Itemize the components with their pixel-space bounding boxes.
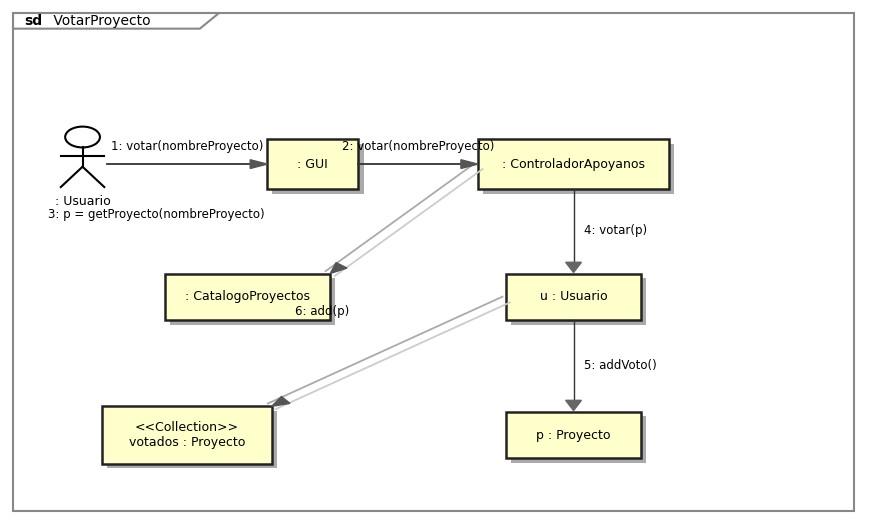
Polygon shape [250,160,268,168]
Polygon shape [566,262,581,272]
Text: sd: sd [24,14,43,28]
Text: : GUI: : GUI [297,158,328,170]
FancyBboxPatch shape [170,278,335,325]
Polygon shape [13,13,219,29]
FancyBboxPatch shape [273,144,363,193]
FancyBboxPatch shape [506,274,641,320]
Text: : ControladorApoyanos: : ControladorApoyanos [502,158,645,170]
Text: VotarProyecto: VotarProyecto [49,14,150,28]
Text: u : Usuario: u : Usuario [540,291,607,303]
Polygon shape [271,396,290,406]
Text: : Usuario: : Usuario [55,195,110,208]
FancyBboxPatch shape [165,274,330,320]
FancyBboxPatch shape [102,406,271,464]
FancyBboxPatch shape [506,412,641,458]
FancyBboxPatch shape [511,416,646,463]
Polygon shape [461,160,478,168]
Text: 3: p = getProyecto(nombreProyecto): 3: p = getProyecto(nombreProyecto) [48,208,264,221]
Polygon shape [330,263,347,274]
Text: 5: addVoto(): 5: addVoto() [584,359,657,372]
FancyBboxPatch shape [511,278,646,325]
Text: : CatalogoProyectos: : CatalogoProyectos [185,291,310,303]
Text: p : Proyecto: p : Proyecto [536,429,611,441]
FancyBboxPatch shape [483,144,674,193]
Text: <<Collection>>
votados : Proyecto: <<Collection>> votados : Proyecto [129,421,245,449]
FancyBboxPatch shape [478,140,669,189]
FancyBboxPatch shape [108,411,276,468]
Text: 4: votar(p): 4: votar(p) [584,224,647,237]
FancyBboxPatch shape [268,140,358,189]
FancyBboxPatch shape [13,13,854,511]
Text: 2: votar(nombreProyecto): 2: votar(nombreProyecto) [342,140,494,153]
Text: 1: votar(nombreProyecto): 1: votar(nombreProyecto) [111,140,263,153]
Polygon shape [566,400,581,411]
Text: 6: add(p): 6: add(p) [295,305,349,318]
